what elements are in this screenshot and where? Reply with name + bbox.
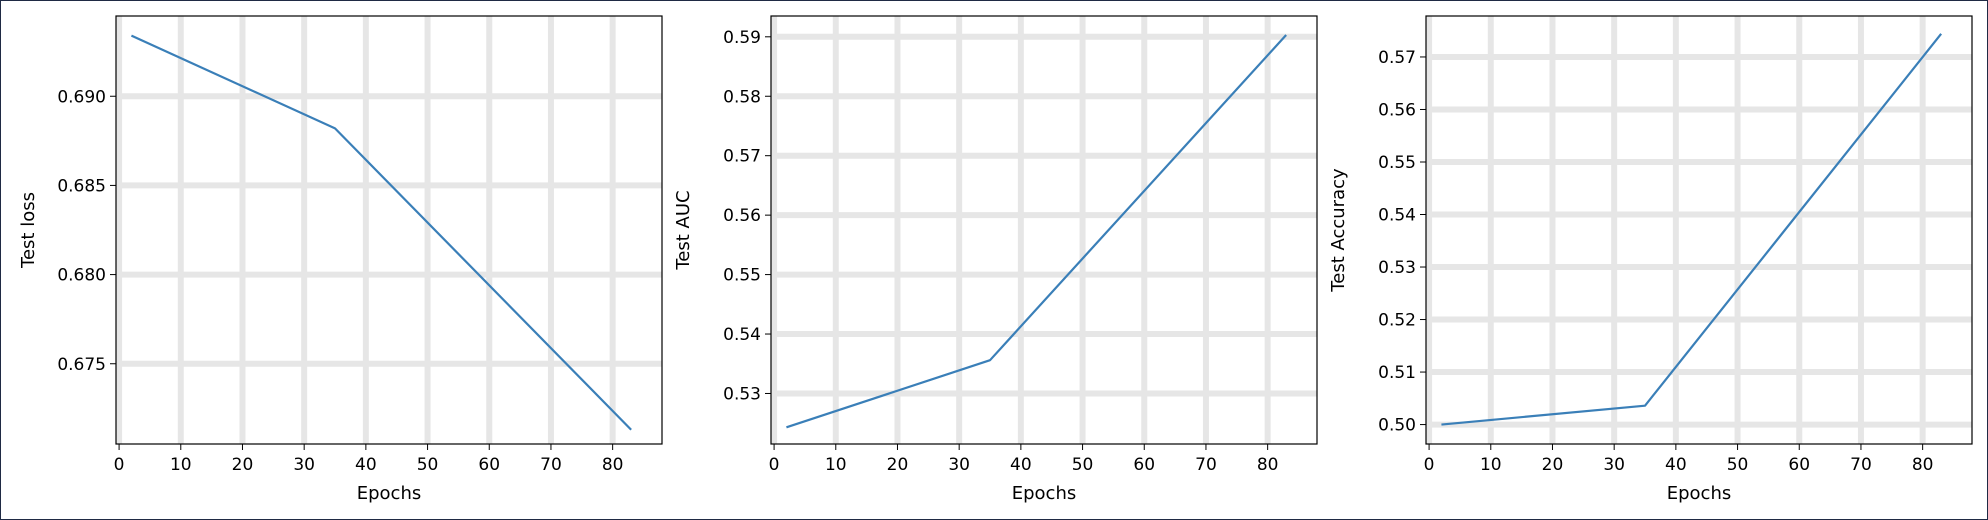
- x-tick-label: 80: [1912, 455, 1934, 475]
- x-tick-label: 20: [232, 455, 254, 475]
- y-tick-label: 0.54: [723, 325, 761, 345]
- y-tick-label: 0.57: [1378, 48, 1416, 68]
- series-line-loss: [130, 34, 632, 431]
- x-tick-label: 60: [478, 455, 500, 475]
- x-tick-label: 0: [114, 455, 125, 475]
- y-tick-label: 0.59: [723, 28, 761, 48]
- x-axis-label: Epochs: [1012, 483, 1077, 504]
- series-line-accuracy: [1441, 33, 1943, 426]
- x-tick-label: 50: [1727, 455, 1749, 475]
- x-tick-label: 70: [1850, 455, 1872, 475]
- x-tick-label: 10: [170, 455, 192, 475]
- x-tick-label: 30: [293, 455, 315, 475]
- x-tick-label: 50: [1072, 455, 1094, 475]
- x-tick-label: 10: [825, 455, 847, 475]
- y-tick-label: 0.50: [1378, 416, 1416, 436]
- y-tick-label: 0.58: [723, 87, 761, 107]
- chart-loss: 0 10 20 30 40 50 60 70 80 0.675 0.680 0.685 0.690 Epo…: [18, 15, 663, 504]
- plot-frame: [770, 15, 1318, 445]
- y-tick-label: 0.52: [1378, 311, 1416, 331]
- x-tick-label: 40: [1665, 455, 1687, 475]
- x-tick-label: 20: [1542, 455, 1564, 475]
- y-tick-label: 0.57: [723, 147, 761, 167]
- plot-frame: [115, 15, 663, 445]
- y-tick-label: 0.685: [57, 176, 106, 196]
- x-tick-label: 70: [540, 455, 562, 475]
- x-tick-label: 40: [355, 455, 377, 475]
- y-tick-label: 0.53: [1378, 258, 1416, 278]
- x-tick-label: 80: [602, 455, 624, 475]
- series-line-auc: [786, 34, 1287, 429]
- y-axis-label: Test loss: [18, 192, 39, 269]
- x-tick-label: 70: [1195, 455, 1217, 475]
- x-tick-label: 10: [1480, 455, 1502, 475]
- chart-auc: 0 10 20 30 40 50 60 70 80 0.53 0.54 0.55 0.56 0.57 0.5…: [673, 15, 1318, 504]
- x-tick-label: 30: [1603, 455, 1625, 475]
- x-tick-label: 0: [1424, 455, 1435, 475]
- x-tick-label: 30: [948, 455, 970, 475]
- y-tick-label: 0.675: [57, 355, 106, 375]
- y-tick-label: 0.56: [723, 206, 761, 226]
- y-tick-label: 0.56: [1378, 100, 1416, 120]
- y-tick-label: 0.53: [723, 384, 761, 404]
- x-tick-label: 0: [769, 455, 780, 475]
- x-tick-label: 80: [1257, 455, 1279, 475]
- x-axis-label: Epochs: [1667, 483, 1732, 504]
- x-axis-label: Epochs: [357, 483, 422, 504]
- x-tick-label: 20: [887, 455, 909, 475]
- y-tick-label: 0.54: [1378, 206, 1416, 226]
- plot-frame: [1425, 15, 1973, 445]
- chart-accuracy: 0 10 20 30 40 50 60 70 80 0.50 0.51 0.52 0.53 0.54 0.5…: [1328, 15, 1973, 504]
- y-tick-label: 0.690: [57, 87, 106, 107]
- y-tick-label: 0.51: [1378, 363, 1416, 383]
- y-axis-label: Test AUC: [673, 190, 694, 270]
- x-tick-label: 50: [417, 455, 439, 475]
- y-tick-label: 0.680: [57, 266, 106, 286]
- x-tick-label: 60: [1788, 455, 1810, 475]
- y-axis-label: Test Accuracy: [1328, 168, 1349, 293]
- x-tick-label: 40: [1010, 455, 1032, 475]
- x-tick-label: 60: [1133, 455, 1155, 475]
- y-tick-label: 0.55: [723, 266, 761, 286]
- y-tick-label: 0.55: [1378, 153, 1416, 173]
